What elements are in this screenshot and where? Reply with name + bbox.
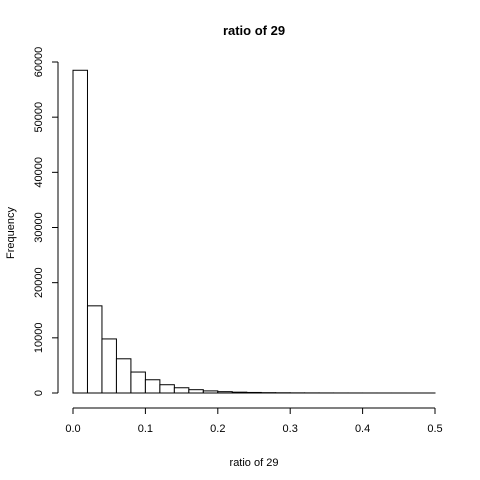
x-axis: 0.0 0.1 0.2 0.3 0.4 0.5 xyxy=(65,407,443,435)
histogram-bar xyxy=(217,391,233,394)
y-tick-label: 50000 xyxy=(33,102,45,133)
histogram-bar xyxy=(231,391,248,394)
y-tick-label: 0 xyxy=(33,390,45,396)
histogram-bar xyxy=(159,384,175,394)
x-tick-label: 0.3 xyxy=(283,423,298,435)
histogram-bar xyxy=(86,305,103,394)
histogram-bar xyxy=(101,338,117,394)
histogram-bar xyxy=(144,379,161,394)
histogram-bar xyxy=(202,390,219,394)
x-tick-label: 0.1 xyxy=(138,423,153,435)
x-tick-label: 0.0 xyxy=(65,423,80,435)
chart-title: ratio of 29 xyxy=(223,23,285,38)
y-tick-label: 30000 xyxy=(33,212,45,243)
histogram-bar xyxy=(246,391,262,394)
y-tick-label: 40000 xyxy=(33,157,45,188)
histogram-bar xyxy=(72,69,88,394)
x-tick-label: 0.4 xyxy=(355,423,370,435)
histogram-bar xyxy=(188,389,204,394)
x-axis-title: ratio of 29 xyxy=(230,457,279,469)
x-tick-label: 0.2 xyxy=(210,423,225,435)
y-tick-label: 60000 xyxy=(33,47,45,78)
y-tick-label: 10000 xyxy=(33,323,45,354)
histogram-bars xyxy=(72,69,436,394)
histogram-bar xyxy=(173,387,190,394)
x-tick-label: 0.5 xyxy=(427,423,442,435)
y-tick-label: 20000 xyxy=(33,267,45,298)
y-axis: 0 10000 20000 30000 40000 50000 60000 xyxy=(33,47,59,396)
histogram-bar xyxy=(130,371,146,394)
y-axis-title: Frequency xyxy=(5,207,17,259)
histogram-bar xyxy=(115,358,132,394)
